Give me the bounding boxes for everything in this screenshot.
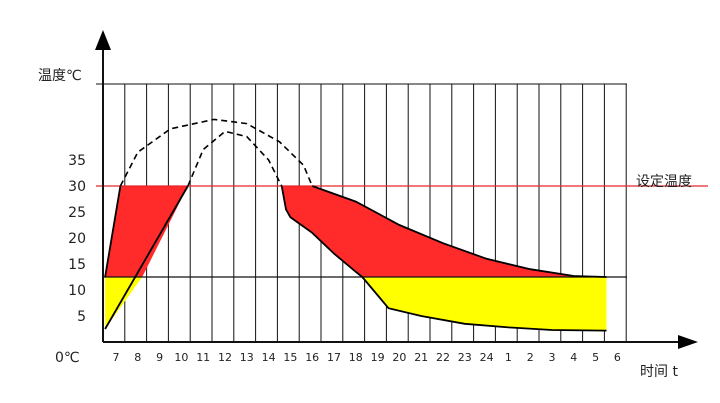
dashed-curve-inner: [187, 130, 283, 187]
x-tick-label: 6: [614, 351, 621, 364]
cooling-curve: [361, 276, 607, 332]
yellow-region-left: [105, 277, 143, 329]
fill-layer: [105, 186, 607, 331]
x-tick-label: 10: [174, 351, 188, 364]
x-tick-label: 1: [505, 351, 512, 364]
x-tick-label: 19: [371, 351, 385, 364]
x-tick-label: 18: [349, 351, 363, 364]
x-tick-label: 14: [262, 351, 276, 364]
x-axis-label: 时间 t: [640, 364, 678, 380]
x-tick-label: 23: [458, 351, 472, 364]
x-tick-label: 22: [436, 351, 450, 364]
y-tick-label: 30: [68, 179, 86, 195]
x-axis-arrow: [678, 335, 698, 349]
line-layer: [96, 118, 708, 332]
x-tick-label: 12: [218, 351, 232, 364]
yellow-region-right: [362, 277, 607, 331]
y-tick-label: 35: [68, 153, 86, 169]
x-tick-label: 24: [480, 351, 494, 364]
decay-curve: [311, 185, 607, 278]
x-tick-label: 20: [392, 351, 406, 364]
y-axis-arrow: [95, 30, 111, 50]
y-tick-label: 15: [68, 257, 86, 273]
dashed-curve-outer: [119, 118, 313, 187]
x-tick-label: 2: [527, 351, 534, 364]
rise-line: [104, 185, 189, 330]
x-tick-label: 21: [414, 351, 428, 364]
x-tick-label: 11: [196, 351, 210, 364]
origin-label: 0℃: [55, 350, 80, 366]
x-tick-label: 8: [134, 351, 141, 364]
y-tick-label: 20: [68, 231, 86, 247]
x-tick-label: 9: [156, 351, 163, 364]
x-tick-label: 15: [283, 351, 297, 364]
y-tick-label: 25: [68, 205, 86, 221]
x-tick-label: 17: [327, 351, 341, 364]
red-region-left: [105, 186, 188, 277]
set-temperature-label: 设定温度: [636, 174, 692, 190]
y-axis-label: 温度℃: [38, 68, 82, 84]
x-tick-label: 5: [592, 351, 599, 364]
upper-curve-right: [280, 185, 363, 278]
x-tick-label: 13: [240, 351, 254, 364]
x-tick-label: 3: [549, 351, 556, 364]
x-tick-label: 4: [570, 351, 577, 364]
x-tick-label: 16: [305, 351, 319, 364]
axis-layer: [95, 30, 698, 349]
y-tick-label: 5: [77, 309, 86, 325]
x-tick-label: 7: [113, 351, 120, 364]
heating-curve-left: [104, 185, 122, 278]
y-tick-label: 10: [68, 283, 86, 299]
red-region-right: [281, 186, 607, 277]
